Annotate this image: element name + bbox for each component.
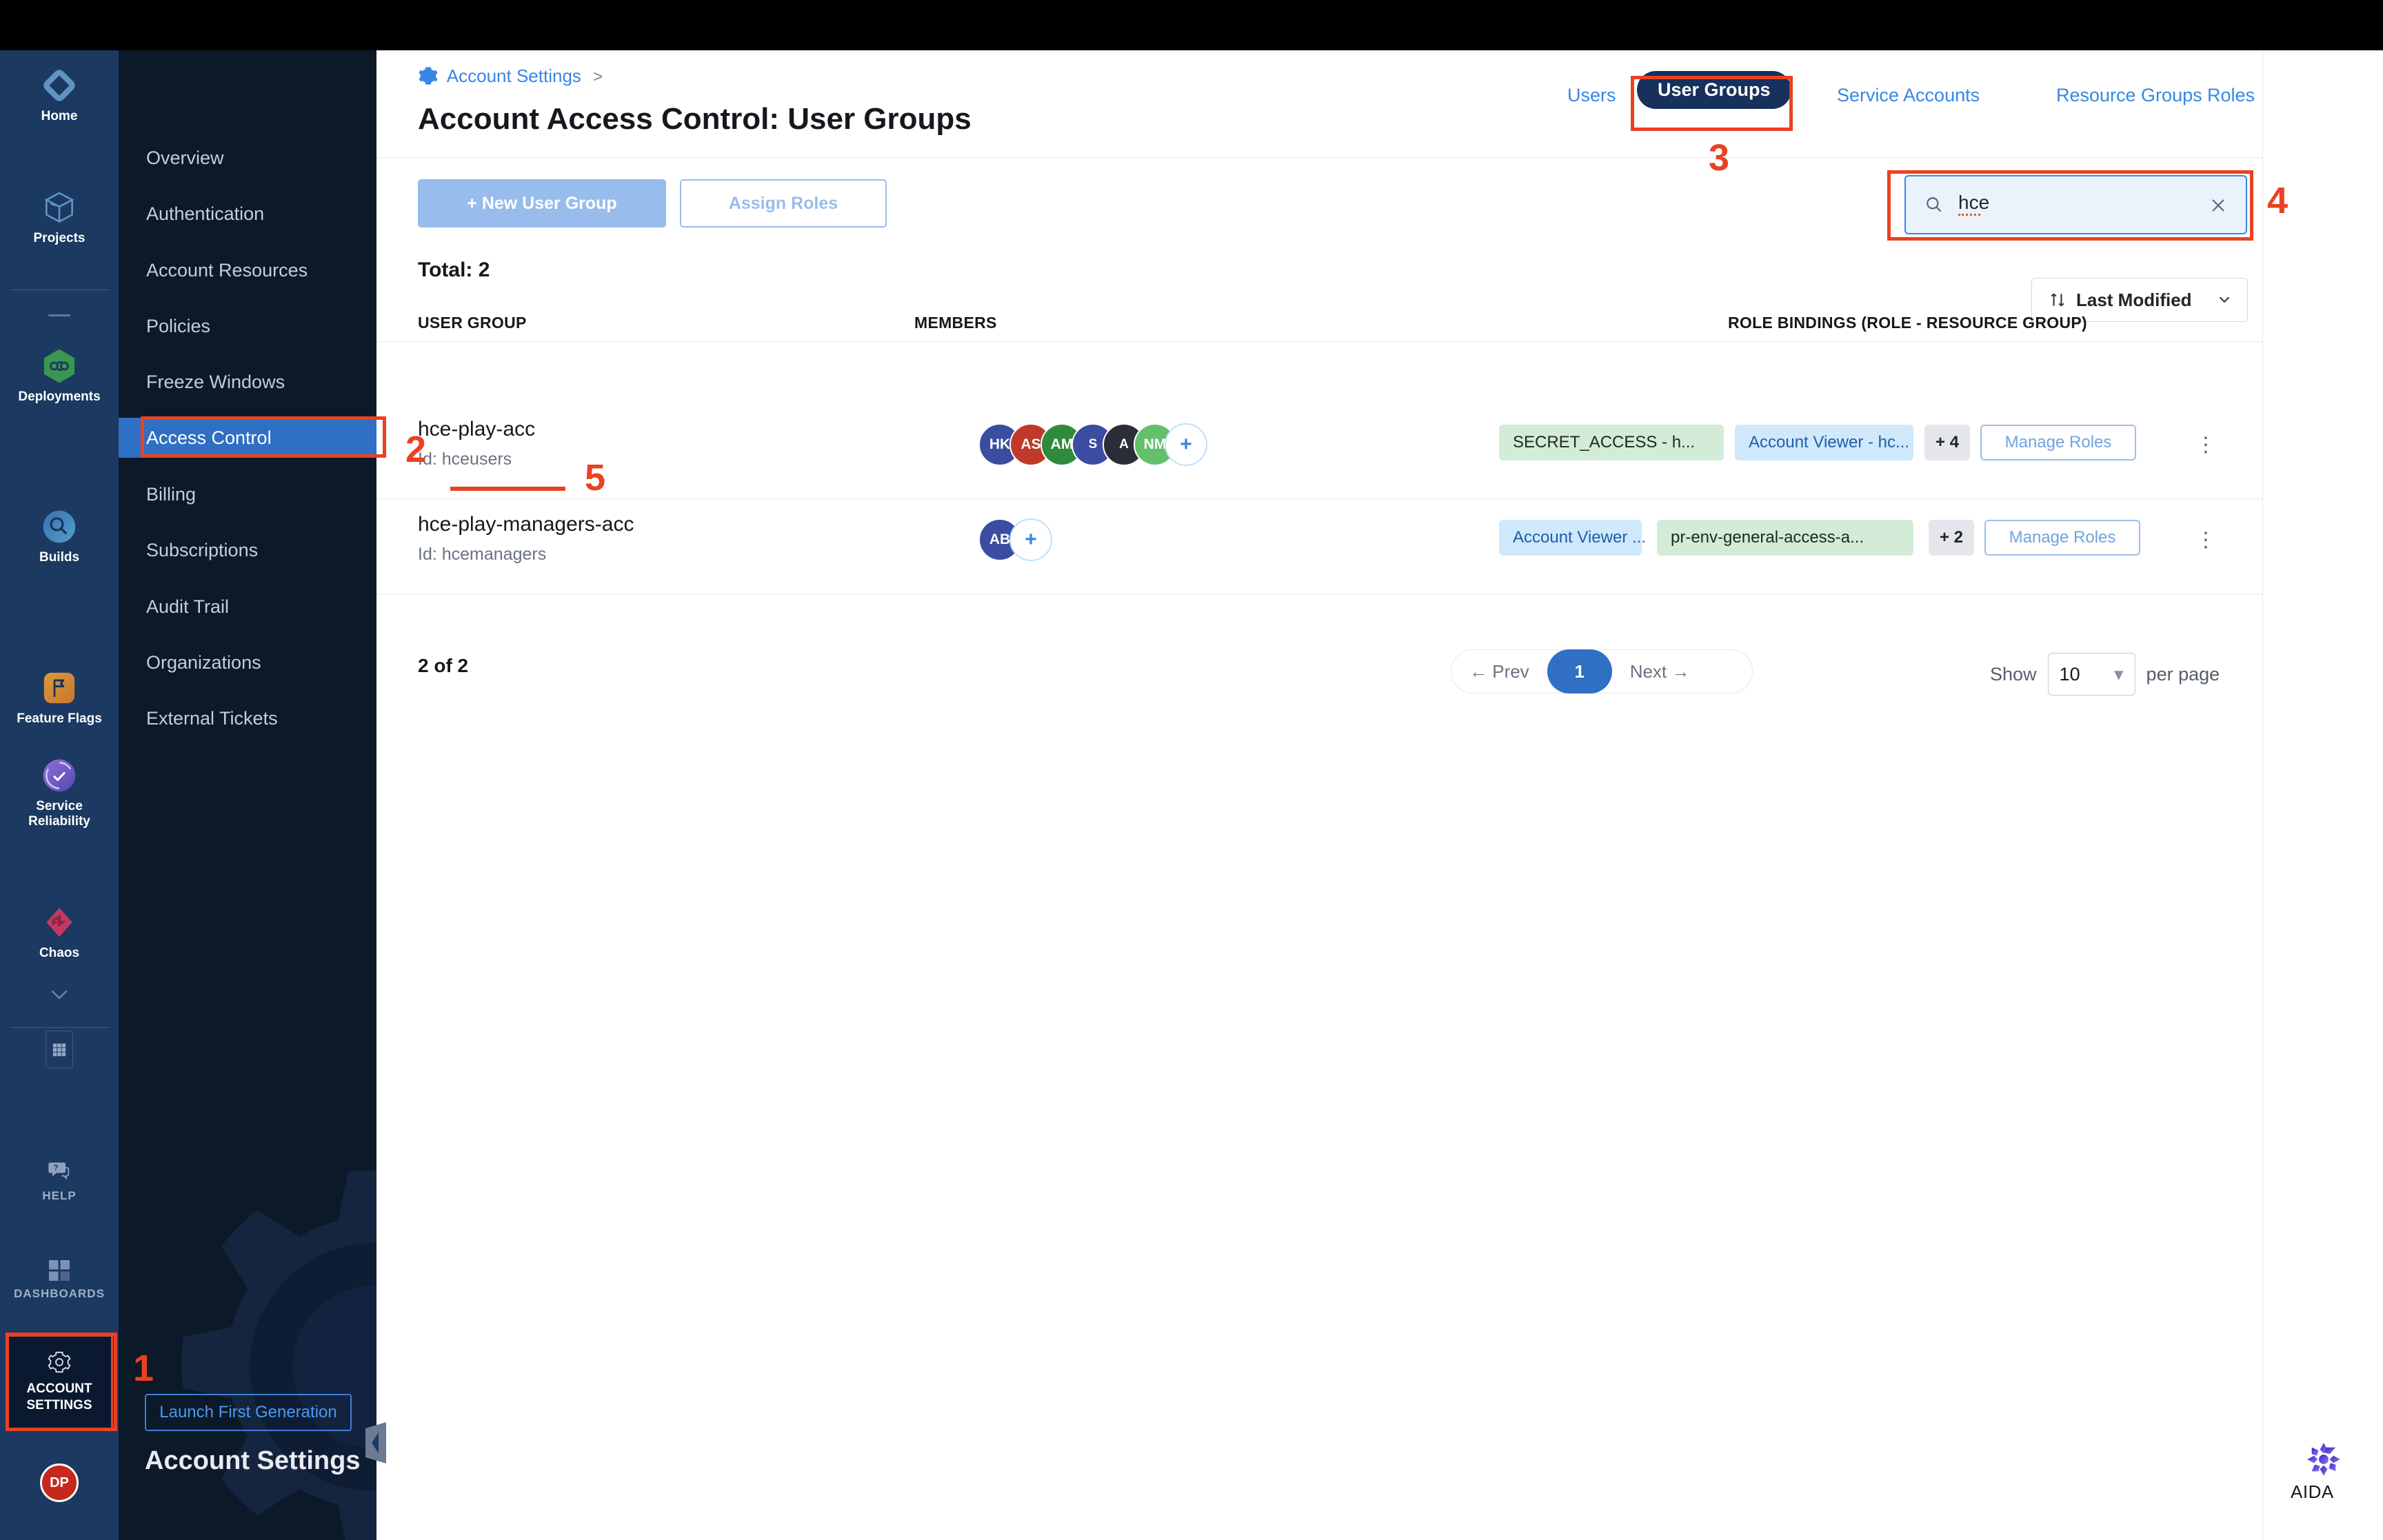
svg-text:?: ? [53,1164,58,1173]
